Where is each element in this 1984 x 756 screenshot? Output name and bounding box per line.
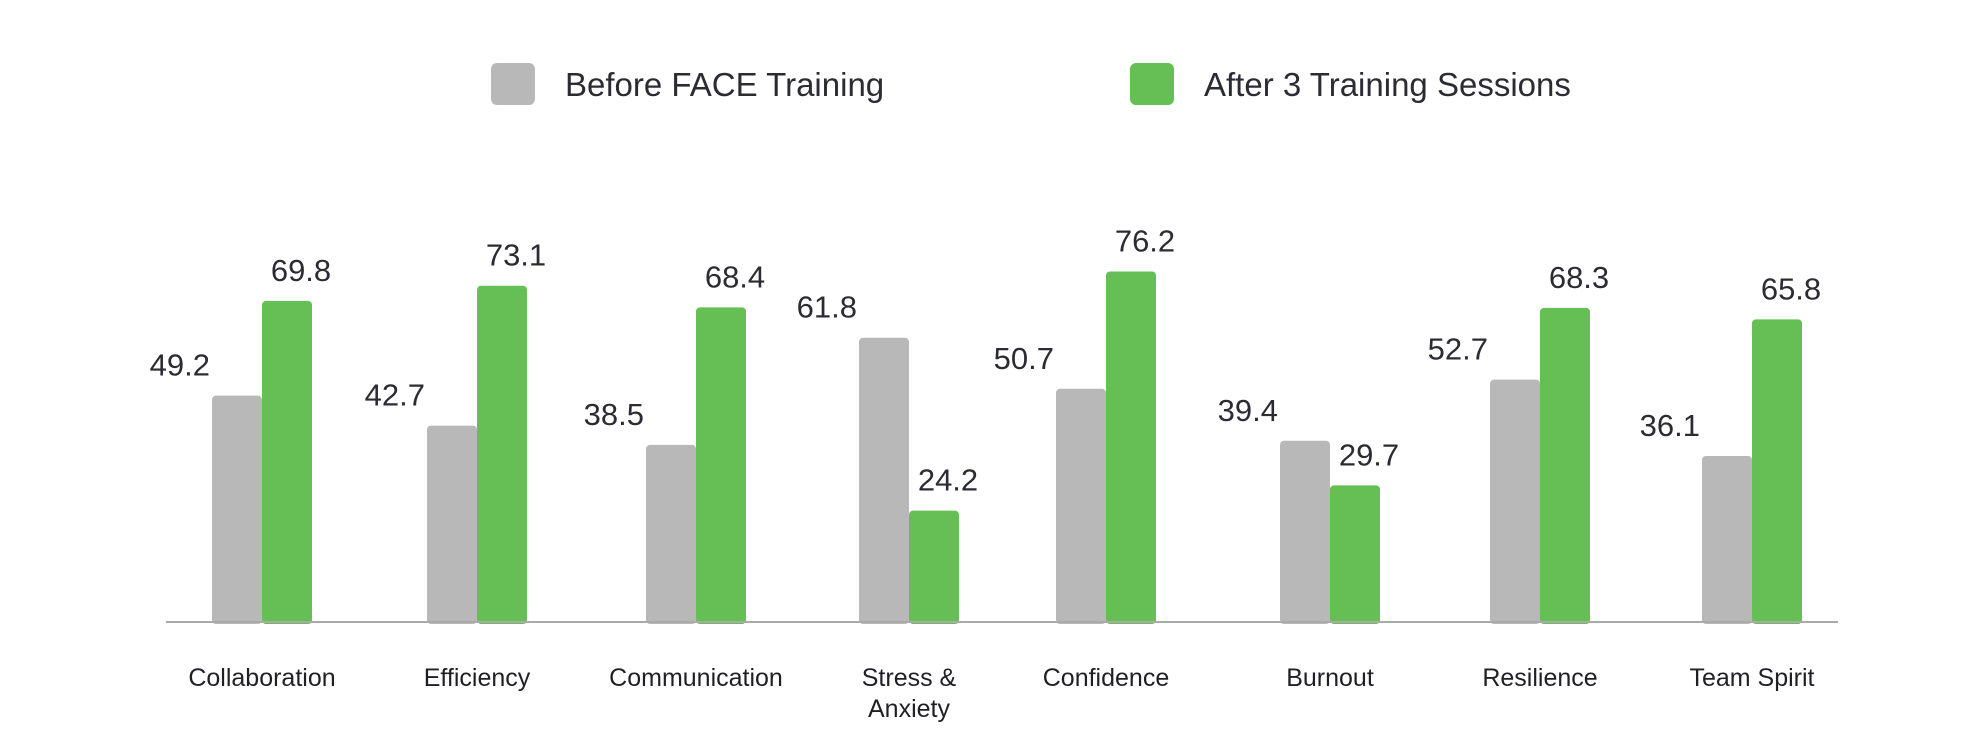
legend-swatch-1 <box>491 63 535 105</box>
legend: Before FACE Training After 3 Training Ses… <box>491 63 1571 105</box>
category-label-2: Efficiency <box>424 664 531 692</box>
value-label-after-6: 29.7 <box>1339 437 1399 472</box>
value-label-after-1: 69.8 <box>271 253 331 288</box>
category-label-4: Stress & Anxiety <box>862 664 957 723</box>
value-label-after-5: 76.2 <box>1115 223 1175 258</box>
bar-after-5 <box>1106 271 1156 624</box>
value-label-before-3: 38.5 <box>584 397 644 432</box>
value-label-before-6: 39.4 <box>1218 393 1278 428</box>
bar-before-1 <box>212 395 262 624</box>
bar-before-5 <box>1056 388 1106 624</box>
bar-after-4 <box>909 510 959 624</box>
bars-group: 49.2 69.8 42.7 73.1 38.5 68.4 61.8 24.2 50.7 76.2… <box>150 223 1821 624</box>
bar-after-7 <box>1540 307 1590 624</box>
legend-label-2: After 3 Training Sessions <box>1204 66 1571 103</box>
bar-after-3 <box>696 307 746 624</box>
category-label-8: Team Spirit <box>1689 664 1814 692</box>
bar-before-8 <box>1702 455 1752 624</box>
value-label-before-8: 36.1 <box>1640 408 1700 443</box>
bar-before-6 <box>1280 440 1330 624</box>
legend-swatch-2 <box>1130 63 1174 105</box>
value-label-after-4: 24.2 <box>918 463 978 498</box>
bar-after-6 <box>1330 485 1380 624</box>
category-label-5: Confidence <box>1043 664 1169 692</box>
value-label-after-8: 65.8 <box>1761 271 1821 306</box>
category-label-1: Collaboration <box>188 664 335 692</box>
legend-label-1: Before FACE Training <box>565 66 884 103</box>
bar-after-8 <box>1752 319 1802 624</box>
bar-after-2 <box>477 285 527 624</box>
category-label-3: Communication <box>609 664 783 692</box>
bar-before-4 <box>859 337 909 624</box>
value-label-before-4: 61.8 <box>797 290 857 325</box>
value-label-before-1: 49.2 <box>150 348 210 383</box>
value-label-before-7: 52.7 <box>1428 332 1488 367</box>
value-label-after-2: 73.1 <box>486 238 546 273</box>
value-label-before-5: 50.7 <box>994 341 1054 376</box>
bar-before-2 <box>427 425 477 624</box>
category-labels: Collaboration Efficiency Communication Stre… <box>188 664 1814 723</box>
bar-before-7 <box>1490 379 1540 624</box>
bar-after-1 <box>262 300 312 624</box>
category-label-6: Burnout <box>1286 664 1374 692</box>
value-label-before-2: 42.7 <box>365 378 425 413</box>
bar-before-3 <box>646 444 696 624</box>
value-label-after-7: 68.3 <box>1549 260 1609 295</box>
value-label-after-3: 68.4 <box>705 259 765 294</box>
category-label-7: Resilience <box>1482 664 1597 692</box>
